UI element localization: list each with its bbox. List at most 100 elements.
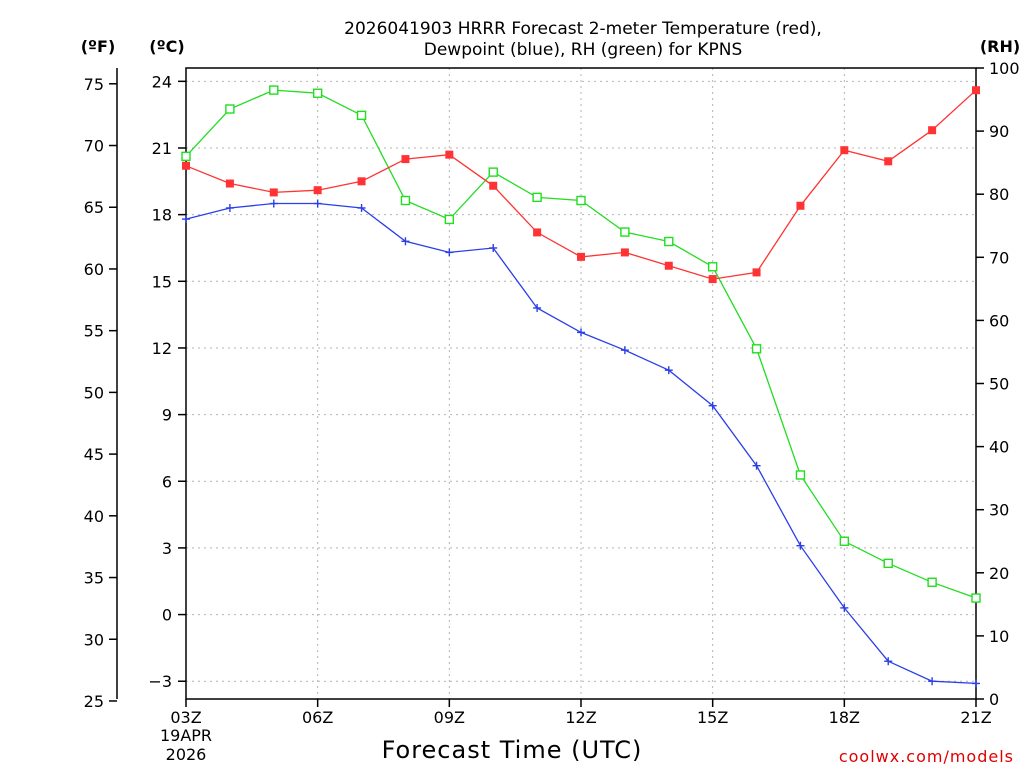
temperature-point bbox=[708, 275, 717, 284]
temperature-point bbox=[884, 157, 893, 166]
rh-point bbox=[839, 536, 850, 546]
dewpoint-line bbox=[185, 202, 977, 685]
temperature-point bbox=[357, 177, 366, 186]
dewpoint-point bbox=[928, 677, 937, 686]
temperature-point bbox=[840, 146, 849, 155]
dewpoint-point bbox=[357, 203, 366, 212]
fahrenheit-tick-label: 65 bbox=[84, 198, 104, 217]
dewpoint-point bbox=[884, 657, 893, 666]
temperature-point bbox=[445, 150, 454, 159]
date-label-line1: 19APR bbox=[160, 726, 212, 745]
dewpoint-point bbox=[708, 401, 717, 410]
rh-tick-label: 100 bbox=[989, 59, 1020, 78]
rh-point bbox=[883, 558, 893, 569]
rh-point bbox=[225, 104, 235, 114]
fahrenheit-tick-label: 35 bbox=[84, 569, 104, 588]
rh-point bbox=[927, 577, 937, 587]
dewpoint-point bbox=[401, 237, 410, 246]
fahrenheit-tick-label: 30 bbox=[84, 630, 104, 649]
temperature-point bbox=[796, 201, 805, 210]
rh-point bbox=[664, 236, 674, 247]
fahrenheit-tick-label: 40 bbox=[84, 507, 104, 526]
dewpoint-point bbox=[840, 603, 849, 612]
dewpoint-point bbox=[533, 303, 542, 312]
rh-point bbox=[181, 151, 191, 162]
temperature-point bbox=[533, 228, 542, 237]
fahrenheit-tick-label: 55 bbox=[84, 322, 104, 341]
celsius-tick-label: −3 bbox=[148, 672, 172, 691]
rh-point bbox=[356, 110, 367, 121]
credit-text: coolwx.com/models bbox=[839, 747, 1014, 766]
date-label-line2: 2026 bbox=[166, 745, 207, 764]
plot-frame bbox=[185, 67, 977, 700]
temperature-point bbox=[664, 261, 673, 270]
temperature-point bbox=[225, 179, 234, 188]
rh-tick-label: 40 bbox=[989, 438, 1009, 457]
x-tick-label: 15Z bbox=[697, 708, 728, 727]
chart-title-line2: Dewpoint (blue), RH (green) for KPNS bbox=[424, 40, 742, 60]
celsius-tick-label: 9 bbox=[162, 406, 172, 425]
x-axis-label: Forecast Time (UTC) bbox=[382, 736, 643, 764]
data-series bbox=[181, 85, 981, 688]
dewpoint-point bbox=[620, 346, 629, 355]
x-tick-label: 03Z bbox=[170, 708, 201, 727]
dewpoint-point bbox=[182, 215, 190, 224]
dewpoint-point bbox=[972, 679, 980, 688]
unit-fahrenheit-label: (ºF) bbox=[81, 37, 116, 56]
rh-point bbox=[971, 593, 981, 603]
rh-tick-label: 70 bbox=[989, 248, 1009, 267]
rh-point bbox=[488, 167, 498, 177]
temperature-point bbox=[182, 161, 190, 170]
celsius-tick-label: 12 bbox=[152, 339, 172, 358]
celsius-tick-label: 21 bbox=[152, 139, 172, 158]
rh-point bbox=[312, 88, 323, 98]
temperature-point bbox=[577, 252, 585, 261]
rh-point bbox=[400, 195, 411, 206]
chart-title-line1: 2026041903 HRRR Forecast 2-meter Tempera… bbox=[344, 19, 822, 39]
temperature-point bbox=[489, 181, 498, 190]
unit-rh-label: (RH) bbox=[980, 37, 1020, 56]
rh-tick-label: 60 bbox=[989, 311, 1009, 330]
temperature-point bbox=[401, 155, 410, 164]
temperature-point bbox=[269, 188, 278, 197]
rh-tick-label: 10 bbox=[989, 627, 1009, 646]
dewpoint-point bbox=[313, 199, 322, 208]
rh-tick-label: 50 bbox=[989, 375, 1009, 394]
fahrenheit-tick-label: 50 bbox=[84, 383, 104, 402]
temperature-point bbox=[313, 186, 322, 195]
grid-lines bbox=[186, 68, 976, 699]
rh-point bbox=[444, 214, 455, 225]
rh-tick-label: 30 bbox=[989, 501, 1009, 520]
dewpoint-point bbox=[225, 203, 234, 212]
dewpoint-point bbox=[269, 199, 278, 208]
temperature-point bbox=[972, 86, 980, 95]
x-tick-label: 09Z bbox=[434, 708, 465, 727]
x-tick-label: 06Z bbox=[302, 708, 333, 727]
x-tick-label: 21Z bbox=[960, 708, 991, 727]
dewpoint-point bbox=[489, 243, 498, 252]
temperature-point bbox=[752, 268, 761, 277]
celsius-tick-label: 0 bbox=[162, 606, 172, 625]
rh-point bbox=[620, 227, 630, 237]
rh-point bbox=[576, 195, 586, 206]
celsius-tick-label: 6 bbox=[162, 472, 172, 491]
temperature-point bbox=[928, 126, 937, 135]
celsius-tick-label: 24 bbox=[152, 72, 172, 91]
unit-celsius-label: (ºC) bbox=[149, 37, 184, 56]
fahrenheit-tick-label: 60 bbox=[84, 260, 104, 279]
temperature-line bbox=[185, 89, 977, 280]
fahrenheit-tick-label: 45 bbox=[84, 445, 104, 464]
temperature-point bbox=[620, 248, 629, 257]
fahrenheit-tick-label: 75 bbox=[84, 75, 104, 94]
dewpoint-point bbox=[445, 248, 454, 257]
dewpoint-point bbox=[577, 328, 585, 337]
x-tick-label: 12Z bbox=[565, 708, 596, 727]
fahrenheit-tick-label: 70 bbox=[84, 137, 104, 156]
dewpoint-point bbox=[752, 461, 761, 470]
rh-point bbox=[532, 192, 542, 203]
x-tick-label: 18Z bbox=[829, 708, 860, 727]
rh-point bbox=[751, 344, 762, 354]
fahrenheit-tick-label: 25 bbox=[84, 692, 104, 711]
